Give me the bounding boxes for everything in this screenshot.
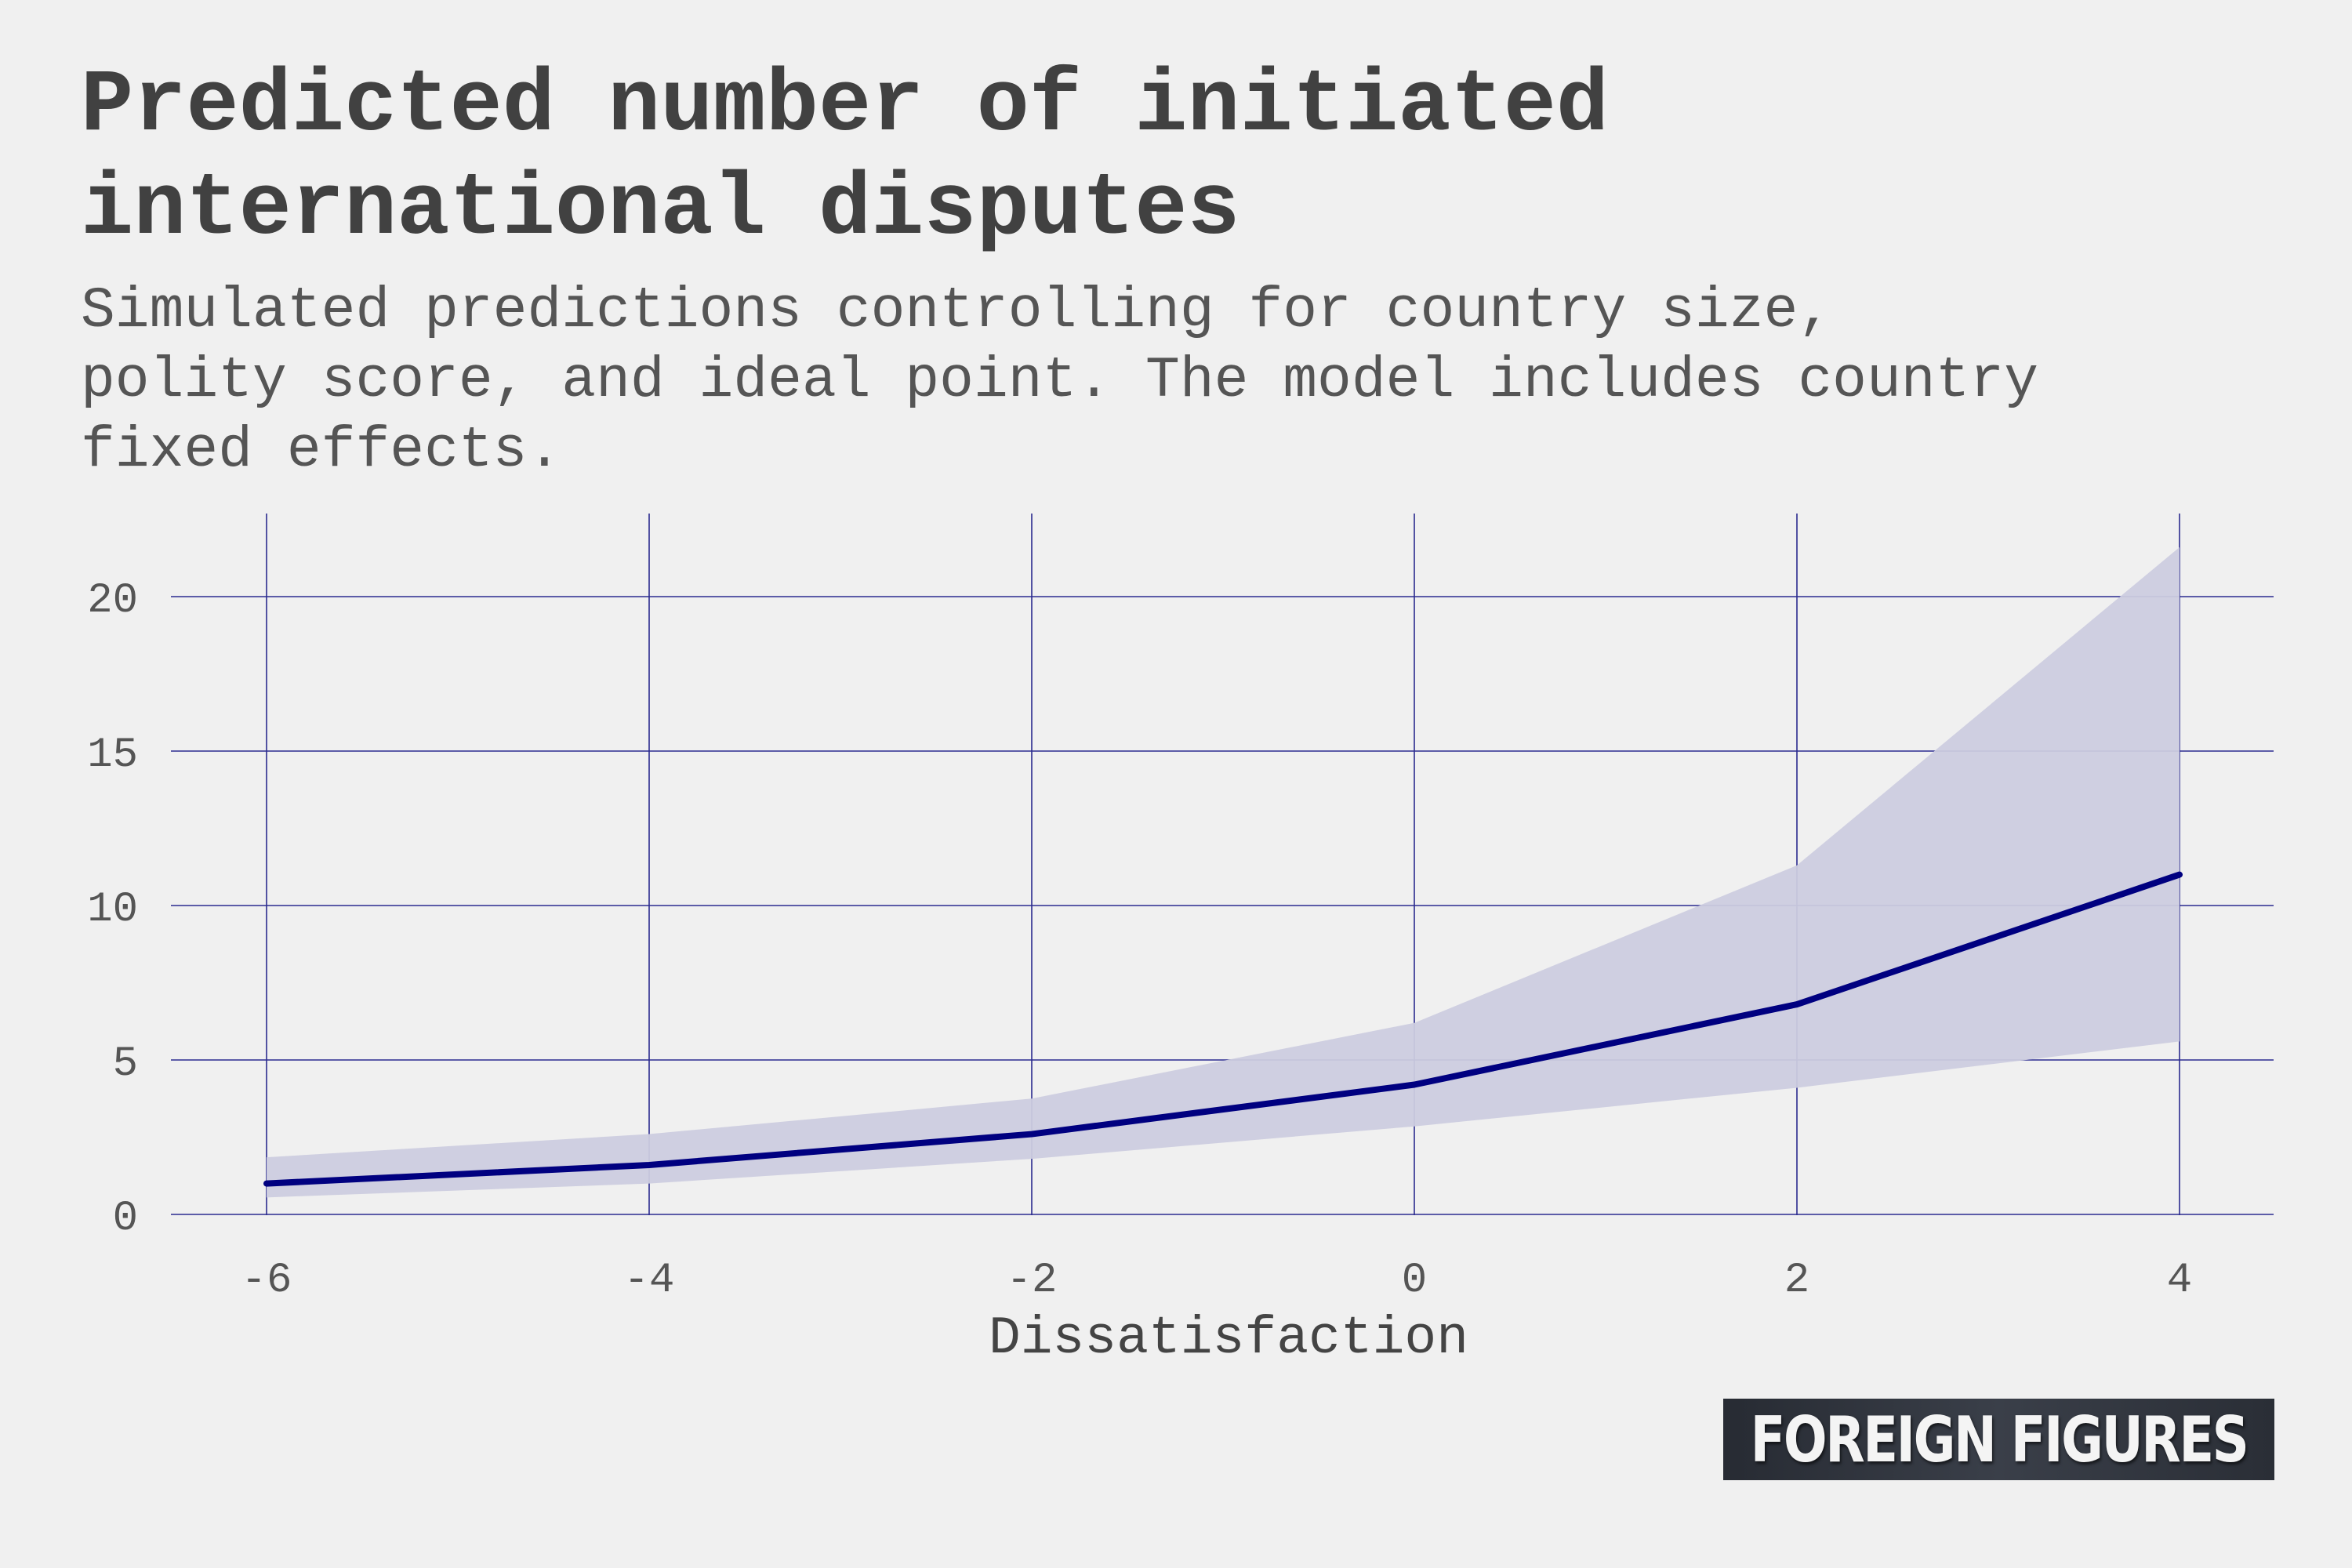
grid-layer [171,514,2274,1215]
confidence-band-layer [267,546,2180,1198]
y-tick-label: 15 [87,731,138,779]
series-line-layer [263,871,2183,1187]
y-tick-label: 0 [113,1195,138,1243]
x-axis-label: Dissatisfaction [989,1308,1468,1369]
series-line [263,871,2183,1187]
y-tick-label: 10 [87,886,138,934]
chart-title: Predicted number of initiated internatio… [81,56,1662,260]
brand-logo: FOREIGN FIGURES [1723,1399,2274,1480]
x-tick-label: 4 [2167,1257,2192,1305]
x-tick-label: 0 [1402,1257,1427,1305]
x-tick-label: -4 [624,1257,675,1305]
chart-subtitle: Simulated predictions controlling for co… [81,278,2073,483]
x-tick-label: -2 [1007,1257,1058,1305]
x-tick-label: -6 [241,1257,292,1305]
brand-logo-text: FOREIGN FIGURES [1750,1403,2249,1476]
y-tick-label: 20 [87,577,138,625]
confidence-band [267,546,2180,1198]
y-tick-label: 5 [113,1040,138,1088]
x-tick-label: 2 [1784,1257,1809,1305]
tick-label-layer: 0 5 10 15 20 -6 -4 -2 0 2 4 [87,577,2192,1305]
